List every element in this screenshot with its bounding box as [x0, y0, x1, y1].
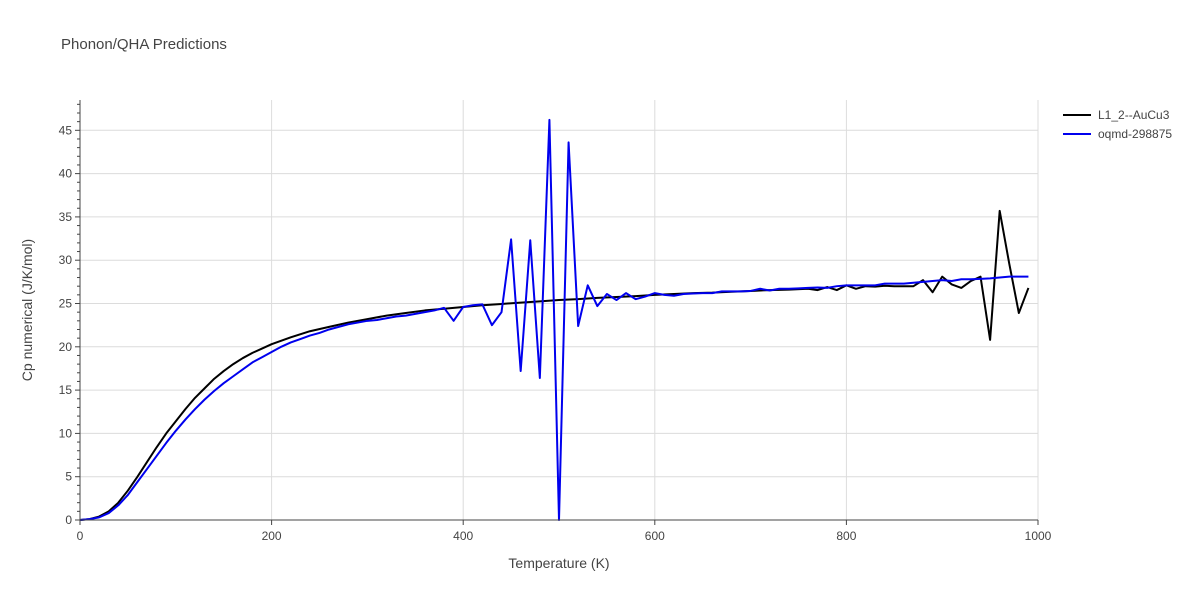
- x-tick-labels: 0 200 400 600 800 1000: [77, 529, 1052, 543]
- y-tick-label: 15: [59, 383, 73, 397]
- series-line-1[interactable]: [79, 209, 1030, 521]
- x-tick-label: 0: [77, 529, 84, 543]
- y-axis-title: Cp numerical (J/K/mol): [19, 239, 35, 381]
- x-tick-label: 200: [262, 529, 282, 543]
- y-tick-labels: 0 5 10 15 20 25 30 35 40 45: [59, 123, 73, 527]
- x-tick-label: 600: [645, 529, 665, 543]
- x-tick-label: 1000: [1025, 529, 1052, 543]
- y-tick-label: 5: [65, 470, 72, 484]
- grid-lines: [80, 100, 1039, 520]
- y-tick-label: 20: [59, 340, 73, 354]
- axes: [75, 100, 1039, 525]
- y-tick-label: 0: [65, 513, 72, 527]
- x-tick-label: 800: [836, 529, 856, 543]
- y-tick-label: 45: [59, 123, 73, 137]
- series-layer: [79, 118, 1030, 521]
- series-line-2[interactable]: [79, 118, 1029, 521]
- y-tick-label: 30: [59, 253, 73, 267]
- legend-label[interactable]: oqmd-298875: [1098, 127, 1172, 141]
- x-tick-label: 400: [453, 529, 473, 543]
- legend[interactable]: L1_2--AuCu3 oqmd-298875: [1063, 108, 1172, 141]
- y-tick-label: 25: [59, 297, 73, 311]
- chart-title: Phonon/QHA Predictions: [61, 36, 227, 53]
- y-tick-label: 35: [59, 210, 73, 224]
- legend-label[interactable]: L1_2--AuCu3: [1098, 108, 1170, 122]
- x-axis-title: Temperature (K): [508, 555, 609, 571]
- y-tick-label: 40: [59, 167, 73, 181]
- y-tick-label: 10: [59, 426, 73, 440]
